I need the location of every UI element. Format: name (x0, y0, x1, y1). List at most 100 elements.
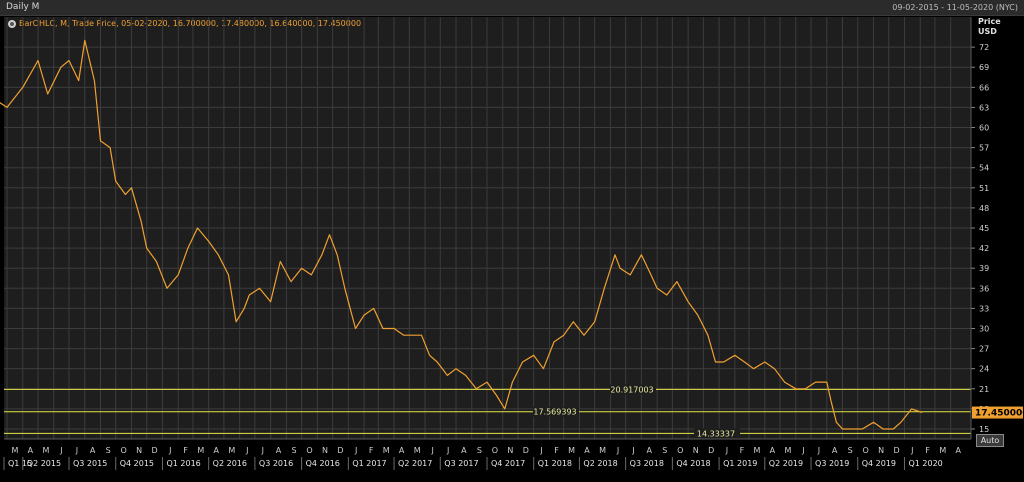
x-month-label: M (11, 446, 18, 455)
x-quarter-label: Q1 2020 (908, 459, 942, 468)
y-tick-label: 39 (979, 264, 989, 273)
y-tick-label: 36 (979, 284, 989, 293)
level-line-label-bg (610, 384, 656, 395)
level-line-label: 14.33337 (697, 429, 735, 438)
x-month-label: N (693, 446, 699, 455)
x-month-label: J (354, 446, 357, 455)
x-month-label: M (568, 446, 575, 455)
x-month-label: J (725, 446, 728, 455)
y-tick-label: 60 (979, 124, 989, 133)
x-month-label: S (106, 446, 111, 455)
y-tick-label: 63 (979, 103, 989, 112)
x-month-label: J (817, 446, 820, 455)
x-quarter-label: Q4 2015 (120, 459, 154, 468)
x-quarter-label: Q1 2019 (723, 459, 757, 468)
x-month-label: D (151, 446, 157, 455)
x-month-label: M (753, 446, 760, 455)
y-tick-label: 72 (979, 43, 989, 52)
x-quarter-label: Q4 2017 (491, 459, 525, 468)
y-tick-label: 24 (979, 365, 989, 374)
x-month-label: M (383, 446, 390, 455)
last-price-label: 17.450000 (975, 409, 1024, 419)
y-tick-label: 51 (979, 184, 989, 193)
x-quarter-label: Q4 2019 (862, 459, 896, 468)
level-line-label-bg (533, 406, 579, 417)
y-tick-label: 27 (979, 345, 989, 354)
x-quarter-label: Q2 2018 (583, 459, 617, 468)
x-quarter-label: Q3 2015 (73, 459, 107, 468)
x-quarter-label: Q2 2017 (398, 459, 432, 468)
x-month-label: J (261, 446, 264, 455)
auto-scale-button[interactable]: Auto (976, 434, 1004, 447)
x-quarter-label: Q4 2016 (306, 459, 340, 468)
x-month-label: J (245, 446, 248, 455)
x-month-label: O (120, 446, 126, 455)
y-tick-label: 48 (979, 204, 989, 213)
x-month-label: A (956, 446, 962, 455)
y-tick-label: 33 (979, 304, 989, 313)
level-line-label-bg (694, 428, 740, 439)
x-month-label: F (740, 446, 745, 455)
x-month-label: A (399, 446, 405, 455)
y-tick-label: 57 (979, 144, 989, 153)
x-quarter-label: Q2 2015 (27, 459, 61, 468)
x-month-label: M (197, 446, 204, 455)
x-month-label: J (631, 446, 634, 455)
x-month-label: F (183, 446, 188, 455)
x-month-label: J (446, 446, 449, 455)
x-month-label: M (42, 446, 49, 455)
y-tick-label: 42 (979, 244, 989, 253)
x-quarter-label: Q2 2019 (769, 459, 803, 468)
x-month-label: S (662, 446, 667, 455)
x-month-label: M (414, 446, 421, 455)
x-month-label: O (306, 446, 312, 455)
x-month-label: M (228, 446, 235, 455)
y-tick-label: 66 (979, 83, 989, 92)
y-axis-header: Price USD (978, 17, 1001, 37)
x-month-label: N (322, 446, 328, 455)
x-month-label: J (616, 446, 619, 455)
x-month-label: J (430, 446, 433, 455)
x-month-label: F (925, 446, 930, 455)
y-axis-unit: USD (978, 27, 997, 36)
legend-toggle-icon[interactable] (8, 19, 16, 28)
x-month-label: O (862, 446, 868, 455)
x-month-label: A (461, 446, 467, 455)
series-legend[interactable]: BarOHLC, M, Trade Price, 05-02-2020, 16.… (8, 19, 361, 28)
x-quarter-label: Q3 2018 (630, 459, 664, 468)
x-month-label: O (677, 446, 683, 455)
x-month-label: A (770, 446, 776, 455)
x-month-label: F (554, 446, 559, 455)
x-month-label: D (523, 446, 529, 455)
x-month-label: J (59, 446, 62, 455)
legend-text: BarOHLC, M, Trade Price, 05-02-2020, 16.… (19, 19, 362, 28)
y-tick-label: 15 (979, 425, 989, 434)
x-month-label: A (832, 446, 838, 455)
chart-title: Daily M (6, 2, 40, 12)
x-quarter-label: Q1 15 (8, 459, 32, 468)
x-month-label: M (784, 446, 791, 455)
level-line-label: 20.917003 (610, 385, 653, 394)
x-quarter-label: Q3 2017 (444, 459, 478, 468)
x-month-label: D (894, 446, 900, 455)
x-month-label: J (75, 446, 78, 455)
x-month-label: N (136, 446, 142, 455)
x-month-label: A (28, 446, 34, 455)
x-month-label: D (708, 446, 714, 455)
x-month-label: F (369, 446, 374, 455)
y-tick-label: 45 (979, 224, 989, 233)
x-month-label: J (801, 446, 804, 455)
level-line-label: 17.569393 (533, 408, 576, 417)
y-tick-label: 54 (979, 164, 989, 173)
x-month-label: D (337, 446, 343, 455)
last-price-tag (972, 406, 1023, 419)
y-tick-label: 69 (979, 63, 989, 72)
x-month-label: J (539, 446, 542, 455)
x-quarter-label: Q1 2017 (352, 459, 386, 468)
x-quarter-label: Q4 2018 (676, 459, 710, 468)
x-month-label: A (584, 446, 590, 455)
x-quarter-label: Q2 2016 (213, 459, 247, 468)
x-month-label: M (599, 446, 606, 455)
x-month-label: S (291, 446, 296, 455)
